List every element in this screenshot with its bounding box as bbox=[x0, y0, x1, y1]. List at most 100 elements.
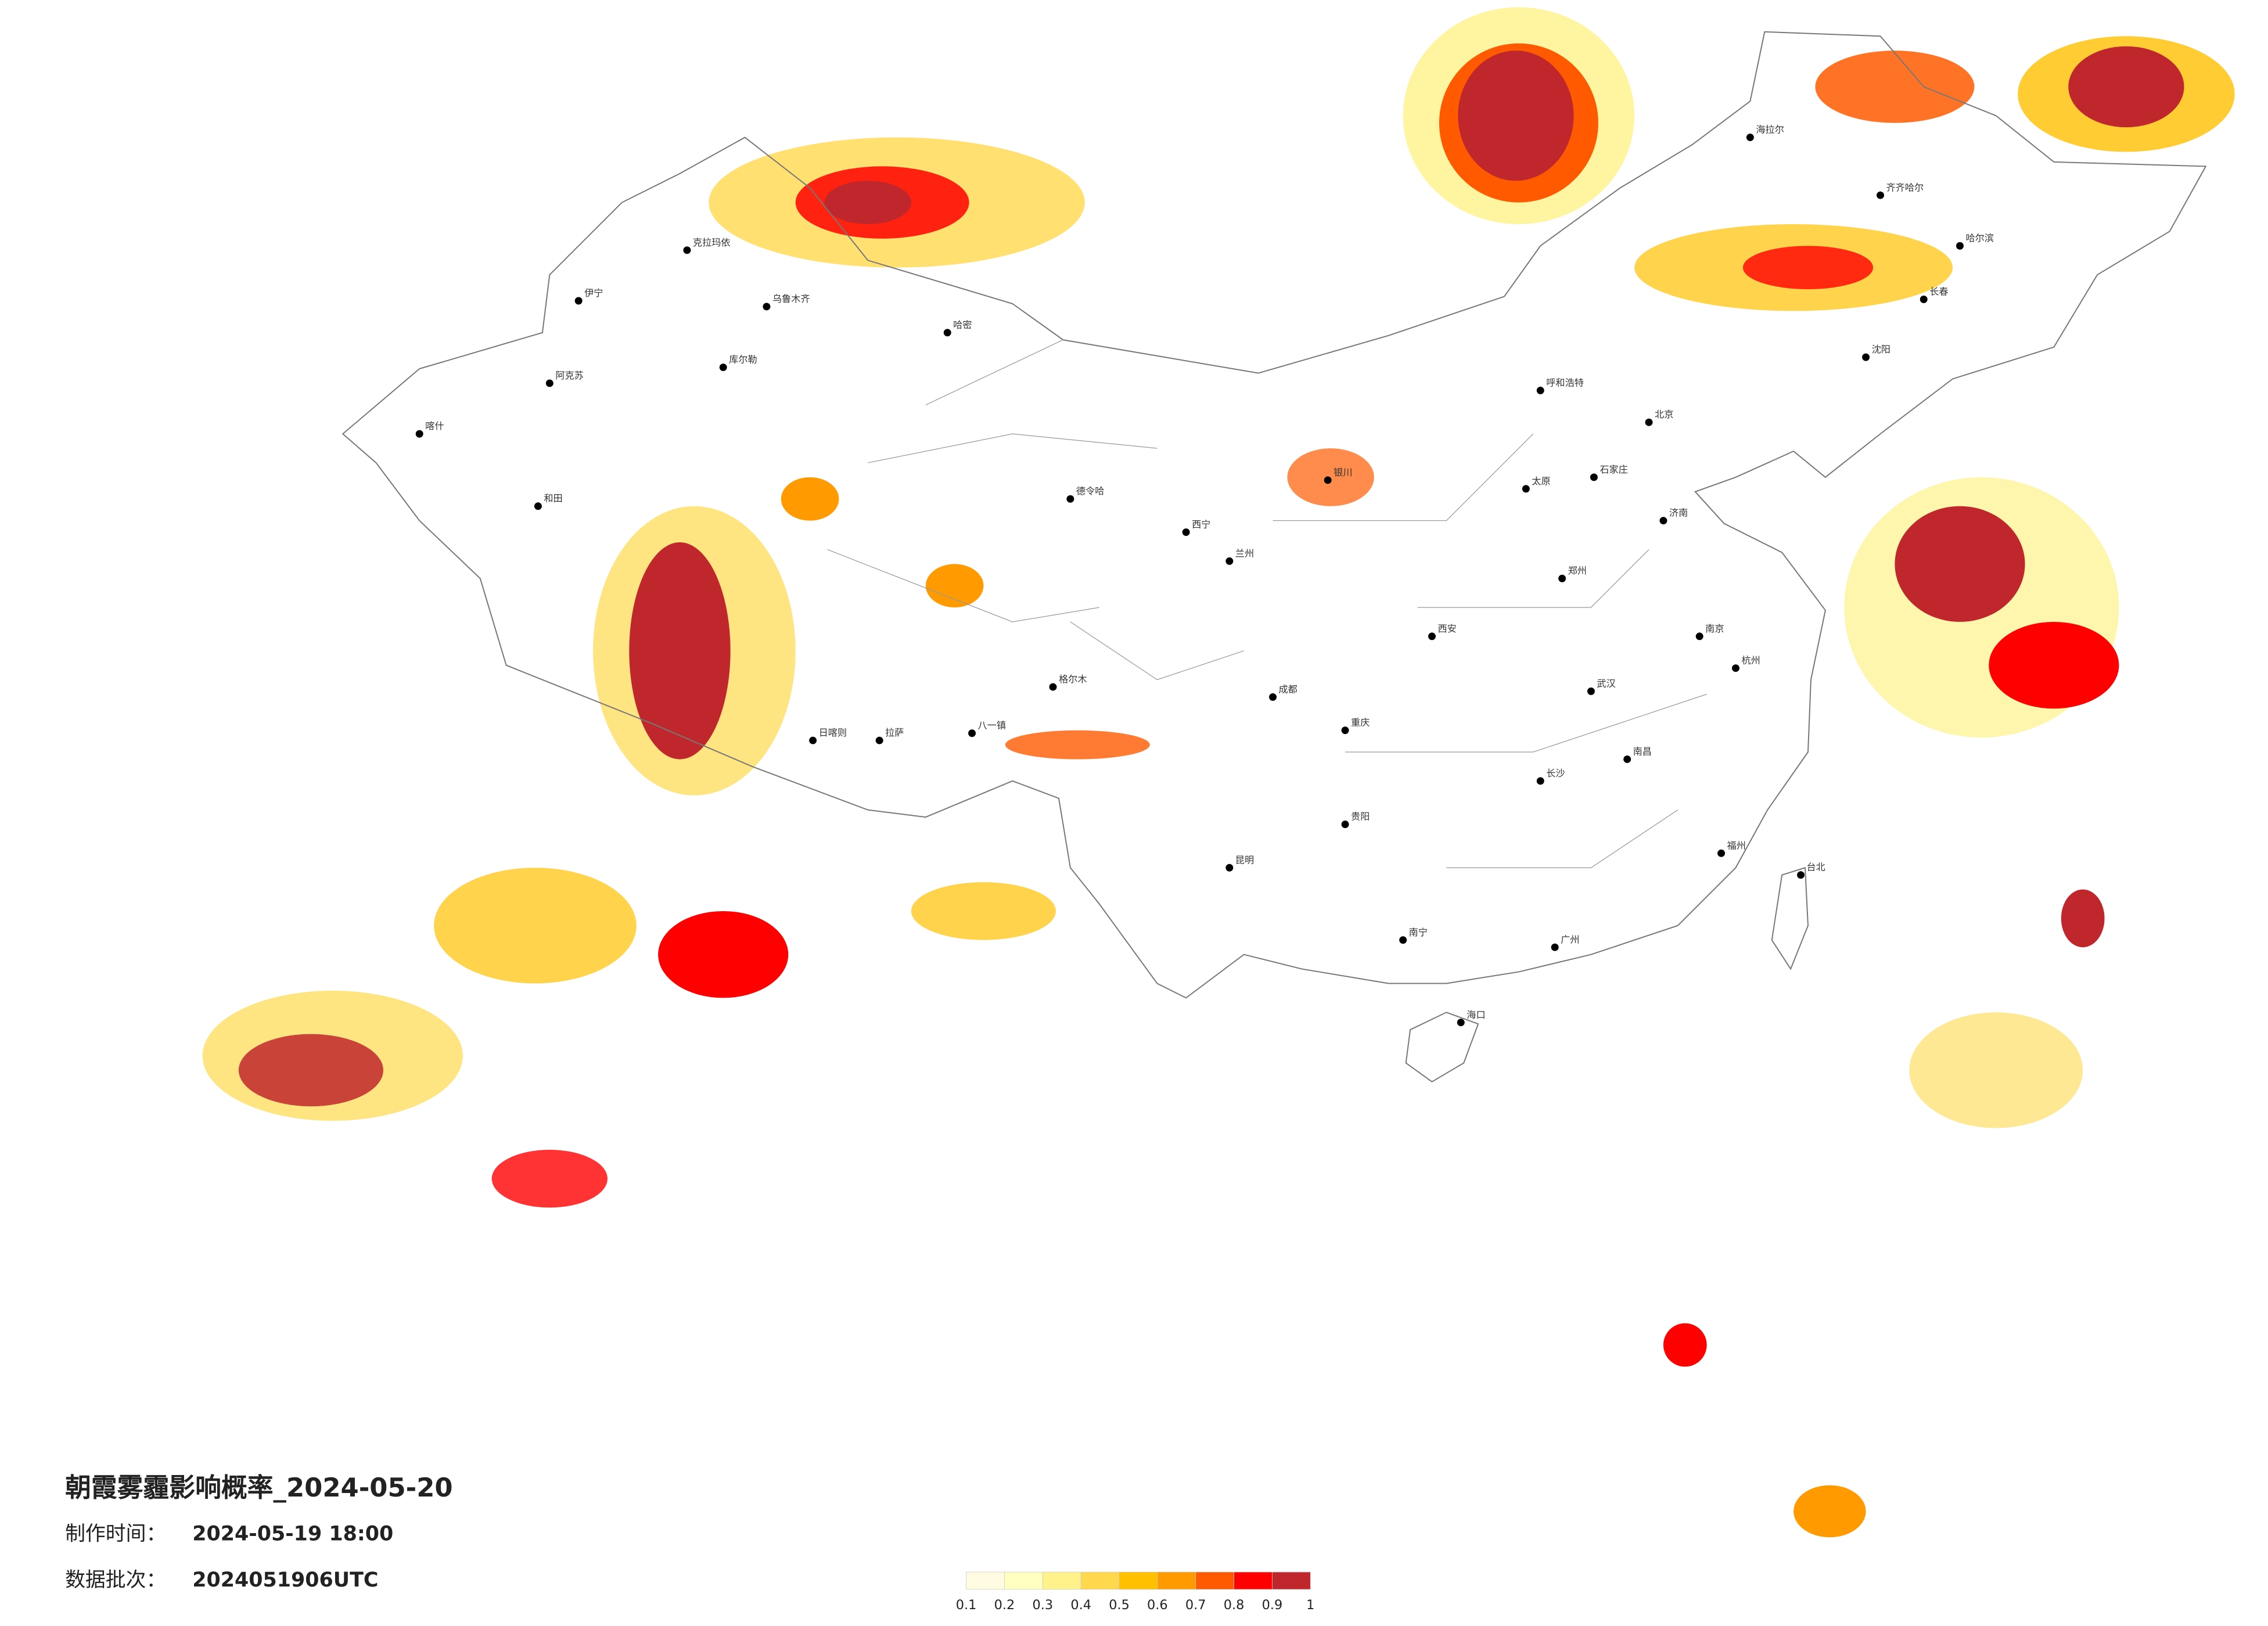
city-dot bbox=[415, 430, 423, 438]
city-dot bbox=[1956, 242, 1964, 250]
legend-swatch bbox=[1119, 1571, 1158, 1590]
city-label: 武汉 bbox=[1597, 678, 1615, 689]
city-dot bbox=[1746, 134, 1754, 142]
city-dot bbox=[1877, 191, 1884, 199]
city-dot bbox=[943, 329, 951, 337]
city-dot bbox=[1182, 528, 1190, 536]
legend-tick-label: 0.3 bbox=[1032, 1598, 1053, 1613]
city-dot bbox=[1659, 517, 1667, 525]
city-dot bbox=[683, 246, 691, 254]
city-dot bbox=[1457, 1019, 1465, 1027]
city-dot bbox=[574, 297, 583, 305]
city-dot bbox=[1623, 755, 1631, 763]
batch: 2024051906UTC bbox=[192, 1569, 378, 1592]
city-label: 贵阳 bbox=[1351, 811, 1370, 822]
city-label: 杭州 bbox=[1741, 655, 1760, 666]
city-dot bbox=[1324, 476, 1332, 484]
legend-tick-label: 1 bbox=[1306, 1598, 1314, 1613]
legend-swatch bbox=[1272, 1571, 1311, 1590]
probability-field bbox=[202, 7, 2235, 1538]
made-label: 制作时间： bbox=[65, 1522, 166, 1545]
city-dot bbox=[1536, 386, 1544, 394]
city-label: 南京 bbox=[1705, 623, 1724, 634]
city-dot bbox=[1732, 664, 1739, 672]
city-dot bbox=[763, 303, 771, 311]
city-label: 重庆 bbox=[1351, 717, 1370, 728]
city-label: 沈阳 bbox=[1872, 344, 1890, 355]
city-label: 八一镇 bbox=[978, 720, 1007, 731]
city-label: 海口 bbox=[1467, 1009, 1485, 1020]
city-label: 库尔勒 bbox=[729, 354, 757, 365]
legend-swatch bbox=[1195, 1571, 1234, 1590]
city-label: 哈尔滨 bbox=[1965, 232, 1994, 243]
city-dot bbox=[1551, 943, 1559, 951]
city-label: 乌鲁木齐 bbox=[772, 293, 810, 304]
city-label: 克拉玛依 bbox=[693, 237, 731, 248]
city-dot bbox=[1717, 849, 1726, 857]
legend-swatch bbox=[1004, 1571, 1043, 1590]
city-dot bbox=[809, 736, 817, 744]
legend-swatch bbox=[1042, 1571, 1081, 1590]
legend-swatch bbox=[1234, 1571, 1273, 1590]
country-outline bbox=[342, 31, 2207, 1083]
legend-tick-label: 0.7 bbox=[1185, 1598, 1206, 1613]
city-label: 齐齐哈尔 bbox=[1886, 182, 1924, 193]
legend-tick-label: 0.1 bbox=[956, 1598, 977, 1613]
city-dot bbox=[534, 502, 542, 510]
city-dot bbox=[1428, 632, 1436, 641]
city-label: 济南 bbox=[1669, 508, 1688, 519]
city-label: 格尔木 bbox=[1059, 674, 1087, 685]
city-dot bbox=[1399, 936, 1407, 944]
city-label: 北京 bbox=[1655, 409, 1673, 420]
city-label: 兰州 bbox=[1235, 548, 1254, 559]
city-dot bbox=[1587, 687, 1595, 695]
city-label: 和田 bbox=[544, 493, 562, 504]
city-label: 福州 bbox=[1727, 840, 1746, 851]
city-dot bbox=[1590, 473, 1598, 481]
batch-label: 数据批次： bbox=[65, 1569, 166, 1592]
legend-tick-label: 0.4 bbox=[1070, 1598, 1091, 1613]
city-label: 长沙 bbox=[1546, 768, 1565, 779]
city-label: 南宁 bbox=[1409, 927, 1428, 938]
city-dot bbox=[1558, 574, 1566, 582]
city-dot bbox=[1341, 726, 1349, 735]
city-dot bbox=[1645, 418, 1653, 426]
city-dot bbox=[1066, 495, 1074, 503]
legend-swatch bbox=[1080, 1571, 1120, 1590]
legend-swatch bbox=[1157, 1571, 1196, 1590]
city-label: 石家庄 bbox=[1600, 464, 1628, 475]
city-label: 呼和浩特 bbox=[1546, 377, 1584, 388]
city-label: 日喀则 bbox=[819, 727, 847, 738]
legend-tick-label: 0.9 bbox=[1262, 1598, 1283, 1613]
legend-tick-label: 0.6 bbox=[1147, 1598, 1168, 1613]
city-dot bbox=[1797, 871, 1805, 879]
city-dot bbox=[1862, 353, 1870, 361]
legend-swatch bbox=[966, 1571, 1005, 1590]
legend-tick-label: 0.5 bbox=[1109, 1598, 1130, 1613]
city-label: 喀什 bbox=[425, 420, 444, 431]
city-label: 西安 bbox=[1437, 623, 1456, 634]
title: 朝霞雾霾影响概率_2024-05-20 bbox=[65, 1472, 453, 1503]
city-label: 拉萨 bbox=[885, 727, 904, 738]
city-dot bbox=[1341, 821, 1349, 829]
city-dot bbox=[1269, 693, 1277, 701]
color-legend: 0.1 0.2 0.3 0.4 0.5 0.6 0.7 0.8 0.9 1 bbox=[956, 1571, 1314, 1613]
city-label: 西宁 bbox=[1192, 519, 1210, 530]
city-dot bbox=[968, 729, 976, 738]
legend-tick-label: 0.8 bbox=[1224, 1598, 1245, 1613]
city-dot bbox=[875, 736, 883, 744]
city-label: 台北 bbox=[1807, 862, 1825, 873]
city-label: 伊宁 bbox=[584, 287, 603, 298]
made-time: 2024-05-19 18:00 bbox=[192, 1522, 393, 1545]
city-label: 阿克苏 bbox=[555, 370, 584, 381]
city-dot bbox=[1695, 632, 1703, 641]
city-dot bbox=[1536, 777, 1544, 785]
city-label: 郑州 bbox=[1568, 565, 1587, 576]
city-label: 哈密 bbox=[953, 319, 972, 330]
city-label: 太原 bbox=[1532, 476, 1550, 487]
city-dot bbox=[545, 379, 553, 387]
city-label: 广州 bbox=[1561, 934, 1579, 945]
